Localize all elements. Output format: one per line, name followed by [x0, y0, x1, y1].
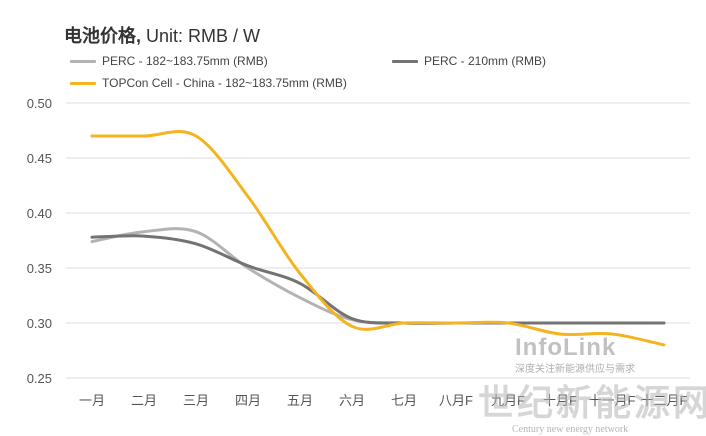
legend-swatch	[70, 59, 96, 63]
y-tick-label: 0.35	[27, 261, 52, 276]
legend-item-perc-182: PERC - 182~183.75mm (RMB)	[70, 52, 268, 70]
series-line-perc-182	[90, 227, 666, 325]
x-tick-label: 十一月F	[589, 393, 636, 408]
legend-swatch	[70, 81, 96, 85]
legend-swatch	[392, 59, 418, 63]
series-line-topcon	[90, 130, 666, 347]
y-tick-label: 0.40	[27, 206, 52, 221]
y-tick-label: 0.45	[27, 151, 52, 166]
legend-item-perc-210: PERC - 210mm (RMB)	[392, 52, 546, 70]
x-tick-label: 七月	[391, 393, 417, 408]
legend-item-topcon: TOPCon Cell - China - 182~183.75mm (RMB)	[70, 74, 347, 92]
x-tick-label: 十二月F	[641, 393, 688, 408]
y-tick-label: 0.50	[27, 96, 52, 111]
x-tick-label: 八月F	[439, 393, 473, 408]
x-tick-label: 四月	[235, 393, 261, 408]
y-tick-label: 0.25	[27, 371, 52, 386]
x-tick-label: 九月F	[491, 393, 525, 408]
x-tick-label: 五月	[287, 393, 313, 408]
legend-label: PERC - 182~183.75mm (RMB)	[102, 54, 268, 68]
y-tick-label: 0.30	[27, 316, 52, 331]
x-tick-label: 一月	[79, 393, 105, 408]
x-tick-label: 二月	[131, 393, 157, 408]
legend-label: TOPCon Cell - China - 182~183.75mm (RMB)	[102, 76, 347, 90]
legend-label: PERC - 210mm (RMB)	[424, 54, 547, 68]
x-tick-label: 十月F	[543, 393, 577, 408]
x-tick-label: 三月	[183, 393, 209, 408]
x-tick-label: 六月	[339, 393, 365, 408]
series-line-perc-210	[90, 234, 666, 325]
chart-unit: Unit: RMB / W	[146, 26, 261, 46]
chart-title: 电池价格, Unit: RMB / W	[64, 26, 261, 46]
